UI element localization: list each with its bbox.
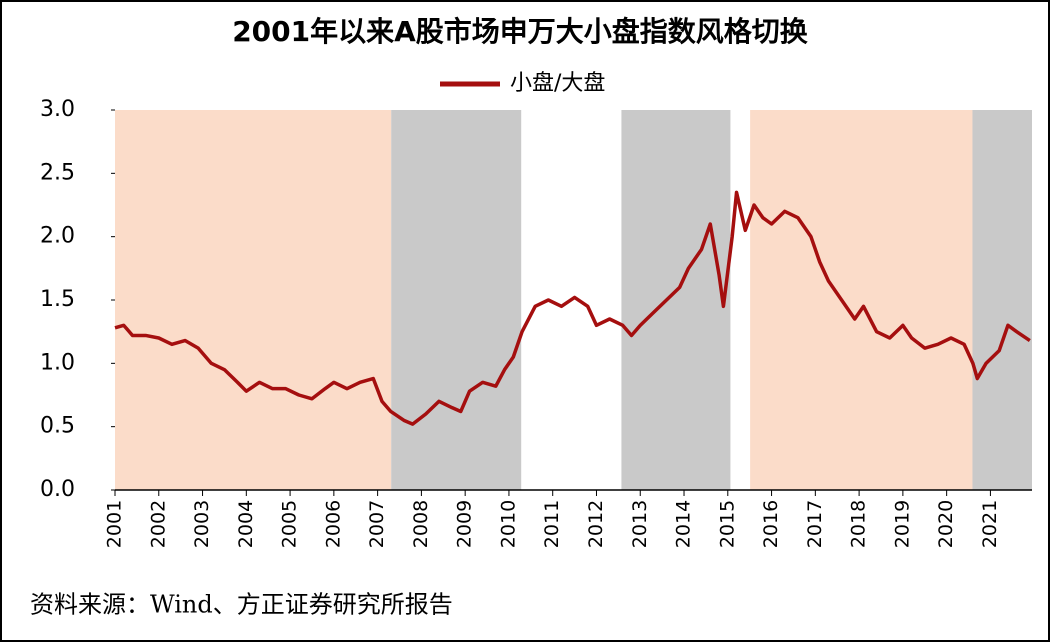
x-tick-label: 2002 [147, 500, 169, 548]
x-tick-label: 2021 [979, 500, 1001, 548]
series-line [114, 190, 1031, 426]
x-tick-label: 2020 [935, 500, 957, 548]
x-tick-label: 2016 [760, 500, 782, 548]
shaded-region [391, 110, 522, 490]
y-tick-label: 3.0 [40, 97, 75, 122]
shaded-region [972, 110, 1032, 490]
x-tick-label: 2001 [104, 500, 126, 548]
x-tick-label: 2005 [279, 500, 301, 548]
x-tick-label: 2010 [497, 500, 519, 548]
x-tick-label: 2011 [541, 500, 563, 548]
x-tick-label: 2006 [322, 500, 344, 548]
x-tick-label: 2019 [891, 500, 913, 548]
y-tick-label: 1.5 [40, 287, 75, 312]
legend-label: 小盘/大盘 [510, 71, 605, 96]
y-tick-label: 0.0 [40, 477, 75, 502]
chart-title: 2001年以来A股市场申万大小盘指数风格切换 [232, 15, 809, 48]
shaded-region [621, 110, 731, 490]
x-tick-label: 2018 [848, 500, 870, 548]
x-tick-label: 2013 [629, 500, 651, 548]
y-tick-label: 0.5 [40, 414, 75, 439]
x-tick-label: 2012 [585, 500, 607, 548]
shaded-region [750, 110, 973, 490]
source-note: 资料来源：Wind、方正证券研究所报告 [30, 591, 453, 619]
x-tick-label: 2017 [804, 500, 826, 548]
y-tick-label: 2.5 [40, 160, 75, 185]
x-tick-label: 2008 [410, 500, 432, 548]
x-tick-label: 2007 [366, 500, 388, 548]
x-tick-label: 2014 [673, 500, 695, 548]
y-tick-label: 2.0 [40, 224, 75, 249]
y-tick-label: 1.0 [40, 350, 75, 375]
x-tick-label: 2009 [454, 500, 476, 548]
x-tick-label: 2003 [191, 500, 213, 548]
shaded-region [115, 110, 392, 490]
x-tick-label: 2004 [235, 500, 257, 548]
x-tick-label: 2015 [716, 500, 738, 548]
